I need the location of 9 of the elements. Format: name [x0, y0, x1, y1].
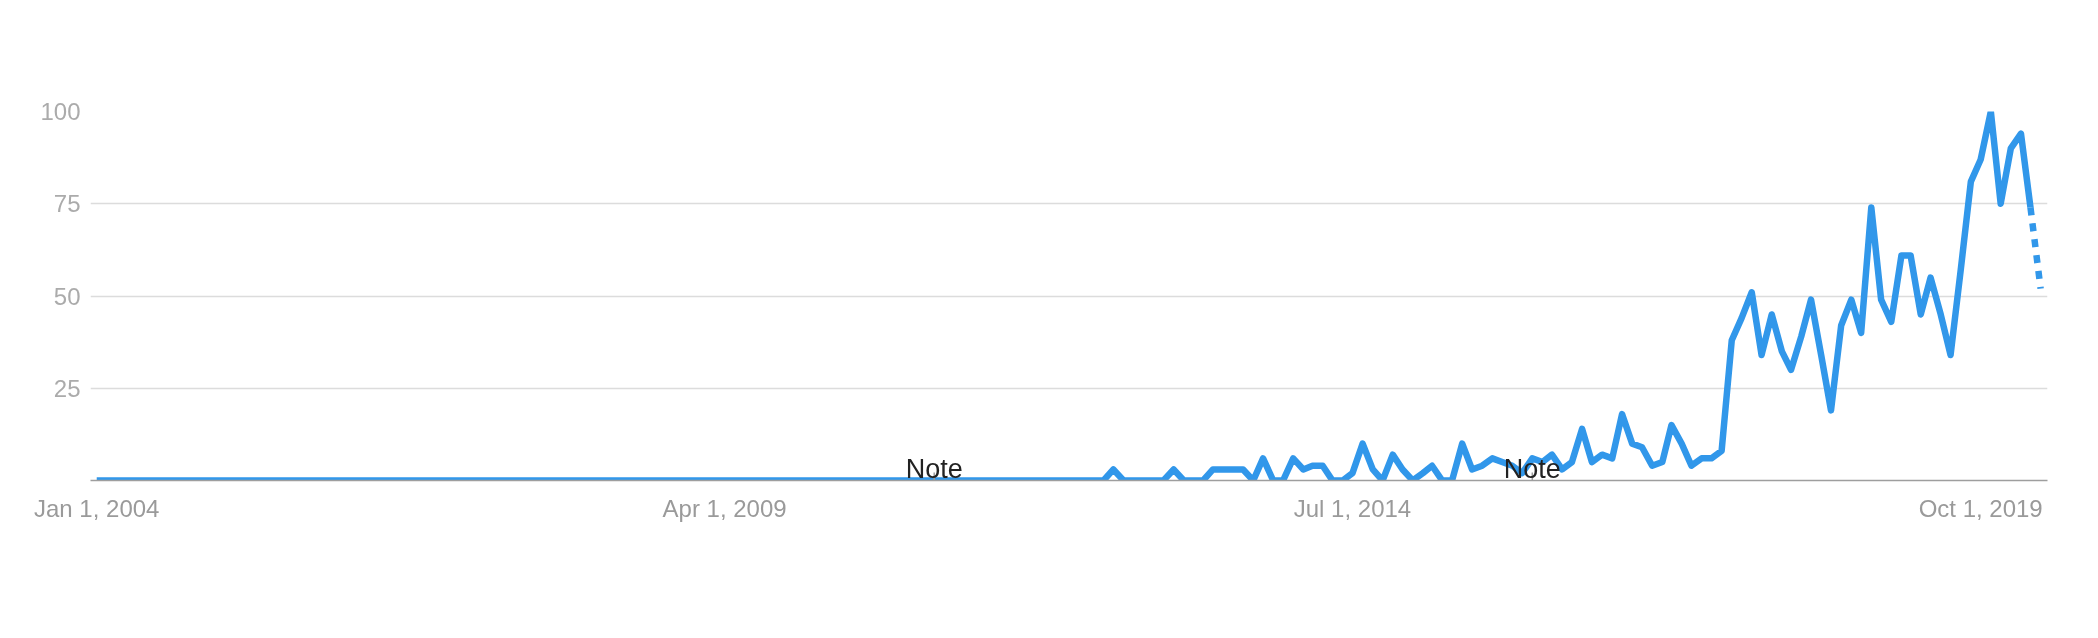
y-tick-label: 75 — [53, 190, 81, 218]
y-tick-label: 25 — [53, 374, 81, 402]
x-tick-label: Jan 1, 2004 — [34, 494, 160, 522]
x-tick-label: Oct 1, 2019 — [1918, 494, 2043, 522]
x-tick-label: Apr 1, 2009 — [662, 494, 787, 522]
y-tick-label: 50 — [53, 282, 81, 310]
x-tick-label: Jul 1, 2014 — [1293, 494, 1412, 522]
y-tick-label: 100 — [40, 98, 81, 125]
annotation: Note — [905, 453, 963, 484]
